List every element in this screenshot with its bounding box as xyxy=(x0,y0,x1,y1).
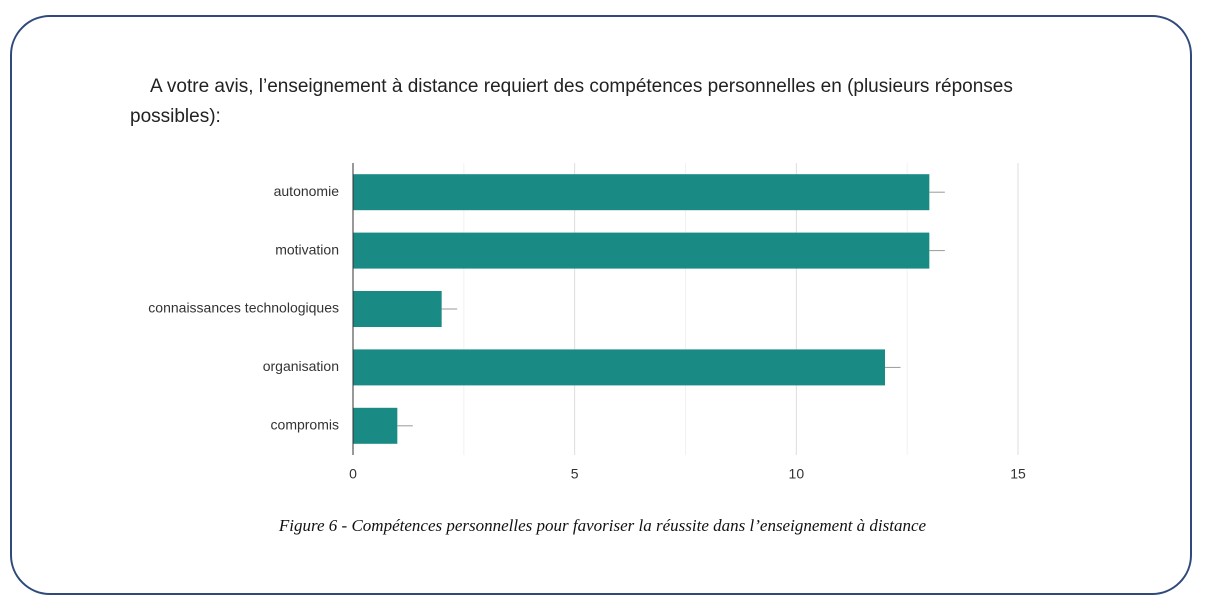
page: {"chart_data": {"type": "bar", "orientat… xyxy=(10,15,1192,595)
y-tick-label: autonomie xyxy=(274,183,340,199)
chart: 0 5 10 15 autonomie motivation connaissances t… xyxy=(148,163,1026,482)
y-tick-label: compromis xyxy=(271,417,339,433)
x-tick-label: 0 xyxy=(349,466,357,482)
x-tick-label: 5 xyxy=(571,466,579,482)
y-tick-label: connaissances technologiques xyxy=(148,300,339,316)
caption: Figure 6 - Compétences personnelles pour… xyxy=(278,516,927,535)
bar xyxy=(353,291,442,327)
bar xyxy=(353,407,398,444)
bar xyxy=(353,349,885,386)
x-tick-label: 15 xyxy=(1010,466,1026,482)
bar xyxy=(353,174,930,211)
y-tick-label: organisation xyxy=(263,358,339,374)
y-tick-label: motivation xyxy=(275,241,339,257)
bar xyxy=(353,232,930,269)
chart-title: A votre avis, l’enseignement à distance … xyxy=(130,76,1013,127)
x-tick-label: 10 xyxy=(789,466,805,482)
